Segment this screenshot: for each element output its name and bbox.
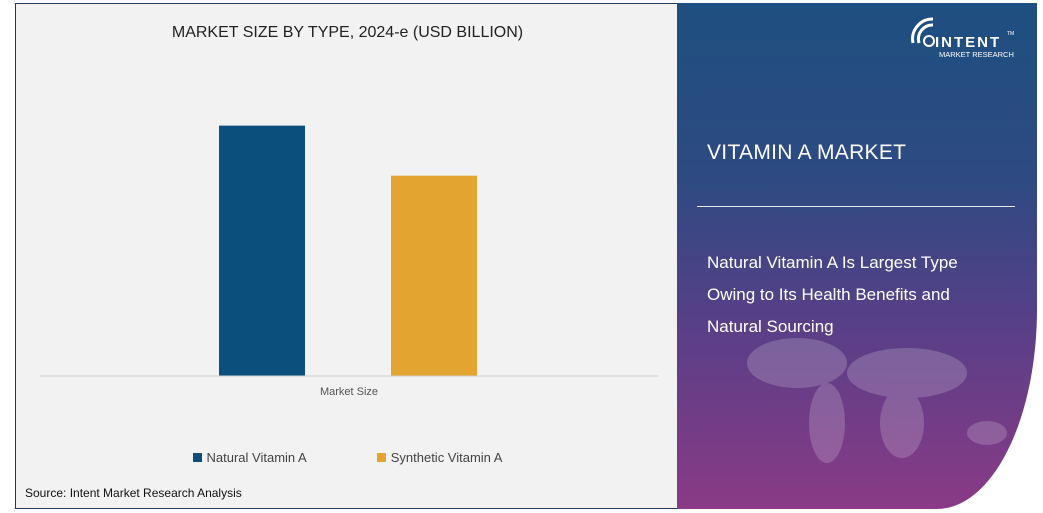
svg-text:MARKET RESEARCH: MARKET RESEARCH [939,50,1014,59]
bar-synthetic-vitamin-a [391,175,477,376]
world-map-graphic [747,338,1007,463]
svg-text:TM: TM [1007,31,1014,37]
legend-item: Synthetic Vitamin A [376,450,503,465]
svg-text:INTENT: INTENT [935,34,1001,51]
intent-logo: INTENT TM MARKET RESEARCH [911,17,1014,59]
legend-item: Natural Vitamin A [192,450,307,465]
legend-label: Natural Vitamin A [206,450,307,465]
chart-panel: MARKET SIZE BY TYPE, 2024-e (USD BILLION… [15,3,678,509]
legend: Natural Vitamin A Synthetic Vitamin A [16,450,679,465]
bar-natural-vitamin-a [219,125,305,376]
divider [697,206,1015,207]
info-panel: INTENT TM MARKET RESEARCH VITAMIN A MARK… [677,3,1037,509]
bar-chart: Market Size [40,125,658,398]
legend-swatch [192,453,202,462]
x-tick-label: Market Size [320,386,378,398]
market-description: Natural Vitamin A Is Largest Type Owing … [707,253,958,336]
chart-title: MARKET SIZE BY TYPE, 2024-e (USD BILLION… [171,24,524,41]
market-title: VITAMIN A MARKET [707,141,907,164]
legend-label: Synthetic Vitamin A [390,450,503,465]
legend-swatch [376,453,386,462]
source-note: Source: Intent Market Research Analysis [25,486,242,500]
